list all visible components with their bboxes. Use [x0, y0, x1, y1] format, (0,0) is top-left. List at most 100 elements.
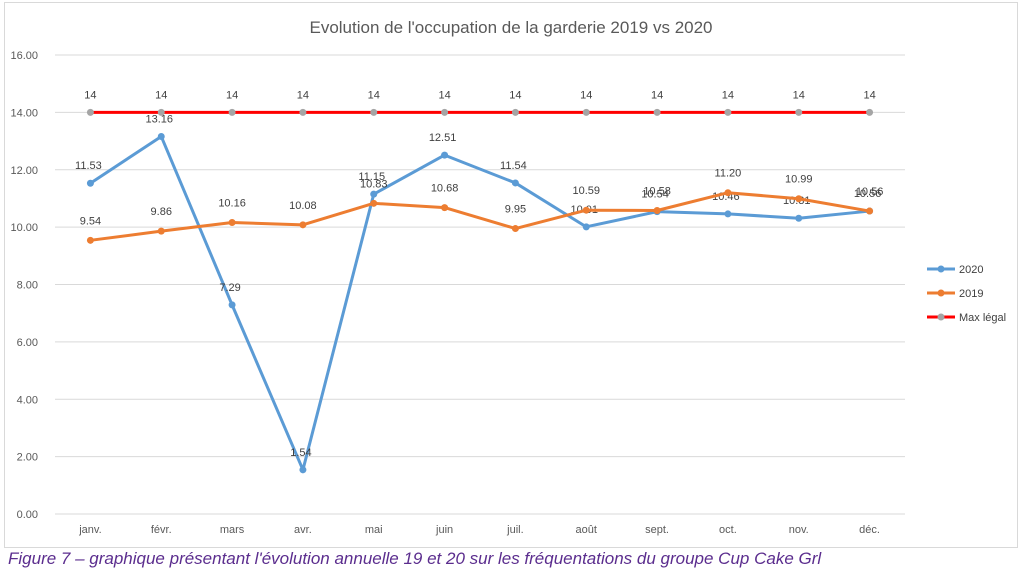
data-label: 9.86: [151, 206, 172, 218]
data-point: [157, 108, 165, 116]
x-tick-label: avr.: [294, 524, 312, 536]
legend-swatch-marker: [937, 265, 945, 273]
data-label: 10.99: [785, 174, 813, 186]
y-tick-label: 14.00: [10, 107, 38, 119]
x-tick-label: sept.: [645, 524, 669, 536]
data-label: 14: [863, 89, 875, 101]
data-point: [724, 108, 732, 116]
chart-frame: Evolution de l'occupation de la garderie…: [4, 2, 1018, 548]
data-label: 13.16: [145, 113, 173, 125]
data-label: 14: [509, 89, 521, 101]
data-label: 9.95: [505, 204, 526, 216]
data-label: 14: [793, 89, 805, 101]
series-layer: 11.5313.167.291.5411.1512.5111.5410.0110…: [75, 89, 884, 474]
data-label: 10.54: [641, 189, 669, 201]
data-point: [299, 221, 307, 229]
x-tick-label: août: [576, 524, 597, 536]
data-point: [228, 108, 236, 116]
data-point: [582, 223, 590, 231]
series-2019: 9.54 9.86 10.16 10.08 10.83 10.68 9.95 10.59 10.…: [80, 168, 884, 244]
legend: 2020 2019 Max légal: [927, 264, 1006, 324]
data-label: 14: [722, 89, 734, 101]
x-tick-label: oct.: [719, 524, 737, 536]
y-tick-label: 10.00: [10, 222, 38, 234]
x-tick-label: mars: [220, 524, 245, 536]
x-axis-ticks: janv. févr. mars avr. mai juin juil. août sept. o…: [78, 524, 880, 536]
x-tick-label: nov.: [789, 524, 809, 536]
data-label: 1.54: [290, 447, 311, 459]
data-label: 10.58: [643, 185, 671, 197]
data-point: [228, 219, 236, 227]
data-label: 14: [438, 89, 450, 101]
x-tick-label: juil.: [506, 524, 524, 536]
data-label: 14: [651, 89, 663, 101]
y-tick-label: 12.00: [10, 165, 38, 177]
x-tick-label: juin: [435, 524, 453, 536]
y-axis-ticks: 0.00 2.00 4.00 6.00 8.00 10.00 12.00 14.00 16.00: [10, 50, 38, 521]
data-label: 10.56: [854, 188, 882, 200]
data-point: [370, 190, 378, 198]
data-point: [511, 108, 519, 116]
x-tick-label: janv.: [78, 524, 101, 536]
data-label: 10.08: [289, 200, 317, 212]
data-point: [866, 108, 874, 116]
data-point: [511, 225, 519, 233]
y-tick-label: 16.00: [10, 50, 38, 62]
data-point: [653, 206, 661, 214]
data-point: [299, 466, 307, 474]
data-point: [86, 108, 94, 116]
legend-swatch-marker: [937, 313, 945, 321]
data-point: [228, 301, 236, 309]
data-point: [511, 179, 519, 187]
data-label: 10.56: [856, 186, 884, 198]
data-label: 14: [368, 89, 380, 101]
data-label: 10.83: [360, 178, 388, 190]
data-label: 11.15: [358, 171, 385, 183]
figure-caption: Figure 7 – graphique présentant l'évolut…: [8, 549, 822, 568]
y-tick-label: 6.00: [17, 337, 38, 349]
series-line: [89, 134, 870, 472]
data-point: [866, 207, 874, 215]
data-label: 10.59: [572, 185, 600, 197]
data-point: [370, 199, 378, 207]
data-point: [86, 236, 94, 244]
data-point: [441, 204, 449, 212]
series-line: [90, 191, 870, 242]
data-label: 9.54: [80, 215, 101, 227]
legend-swatch-marker: [937, 289, 945, 297]
data-label: 14: [84, 89, 96, 101]
data-label: 14: [297, 89, 309, 101]
gridlines: [55, 54, 905, 515]
data-point: [795, 108, 803, 116]
legend-item: 2020: [927, 264, 983, 276]
series-max-l-gal: 14 14 14 14 14 14 14 14 14 14 14 14: [84, 89, 876, 116]
legend-label: Max légal: [959, 312, 1006, 324]
data-label: 10.16: [218, 198, 246, 210]
data-point: [724, 210, 732, 218]
data-label: 14: [580, 89, 592, 101]
data-label: 7.29: [219, 282, 240, 294]
chart-title: Evolution de l'occupation de la garderie…: [309, 18, 712, 37]
legend-item: Max légal: [927, 312, 1006, 324]
data-point: [582, 108, 590, 116]
data-point: [441, 151, 449, 159]
data-point: [157, 227, 165, 235]
data-point: [299, 108, 307, 116]
data-label: 14: [155, 89, 167, 101]
data-label: 11.20: [715, 168, 742, 180]
data-label: 12.51: [429, 132, 457, 144]
legend-label: 2019: [959, 288, 983, 300]
data-label: 11.53: [75, 160, 102, 172]
data-point: [86, 179, 94, 187]
data-point: [441, 108, 449, 116]
series-2020: 11.5313.167.291.5411.1512.5111.5410.0110…: [75, 113, 882, 474]
data-point: [795, 214, 803, 222]
y-tick-label: 4.00: [17, 394, 38, 406]
data-point: [795, 195, 803, 203]
data-label: 10.68: [431, 183, 459, 195]
data-point: [653, 108, 661, 116]
x-tick-label: mai: [365, 524, 383, 536]
x-tick-label: févr.: [151, 524, 172, 536]
data-point: [370, 108, 378, 116]
data-point: [582, 206, 590, 214]
